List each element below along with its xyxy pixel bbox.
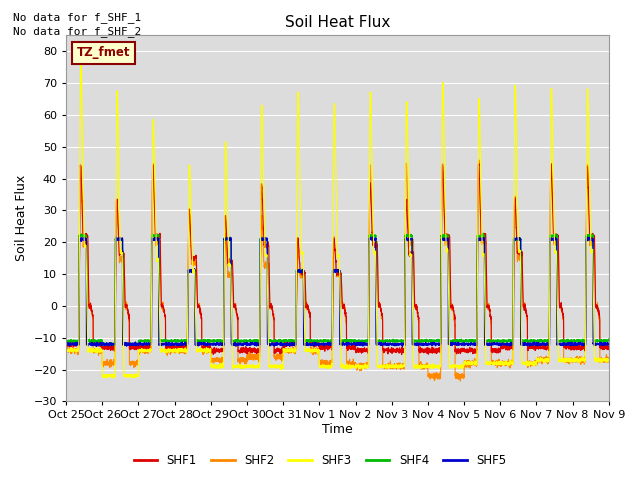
SHF5 xyxy=(490,340,498,346)
SHF1 xyxy=(398,352,406,358)
SHF5 xyxy=(583,234,591,240)
SHF1 xyxy=(490,346,498,351)
SHF2 xyxy=(475,157,483,163)
SHF5 xyxy=(460,341,467,347)
SHF1 xyxy=(160,305,168,311)
SHF5 xyxy=(399,343,406,349)
SHF5 xyxy=(429,341,437,347)
Text: No data for f_SHF_2: No data for f_SHF_2 xyxy=(13,26,141,37)
SHF4 xyxy=(160,339,168,345)
SHF3 xyxy=(77,61,85,67)
SHF3 xyxy=(460,363,467,369)
SHF3 xyxy=(490,359,498,364)
SHF5 xyxy=(160,342,168,348)
SHF3 xyxy=(317,363,325,369)
SHF4 xyxy=(490,339,498,345)
SHF3 xyxy=(604,358,612,364)
SHF1 xyxy=(605,343,612,349)
Title: Soil Heat Flux: Soil Heat Flux xyxy=(285,15,390,30)
SHF2 xyxy=(160,305,168,311)
SHF2 xyxy=(317,360,325,366)
Text: No data for f_SHF_1: No data for f_SHF_1 xyxy=(13,12,141,23)
SHF5 xyxy=(317,341,325,347)
SHF2 xyxy=(456,378,464,384)
SHF1 xyxy=(547,161,555,167)
SHF4 xyxy=(605,337,612,343)
SHF5 xyxy=(604,342,612,348)
SHF1 xyxy=(460,346,467,351)
SHF2 xyxy=(605,359,612,364)
SHF3 xyxy=(110,375,118,381)
SHF4 xyxy=(429,338,437,344)
SHF5 xyxy=(605,341,612,347)
Line: SHF3: SHF3 xyxy=(66,64,609,378)
SHF3 xyxy=(160,346,168,351)
Text: TZ_fmet: TZ_fmet xyxy=(77,46,131,60)
Line: SHF5: SHF5 xyxy=(66,237,609,346)
Line: SHF2: SHF2 xyxy=(66,160,609,381)
SHF4 xyxy=(62,338,70,344)
SHF1 xyxy=(317,344,325,350)
Line: SHF1: SHF1 xyxy=(66,164,609,355)
SHF1 xyxy=(604,345,612,350)
SHF1 xyxy=(62,339,70,345)
Y-axis label: Soil Heat Flux: Soil Heat Flux xyxy=(15,175,28,262)
X-axis label: Time: Time xyxy=(322,423,353,436)
SHF3 xyxy=(62,348,70,354)
SHF3 xyxy=(605,356,612,362)
SHF4 xyxy=(460,337,467,343)
SHF3 xyxy=(429,364,437,370)
SHF5 xyxy=(62,341,70,347)
Line: SHF4: SHF4 xyxy=(66,233,609,346)
SHF2 xyxy=(604,357,612,363)
SHF4 xyxy=(479,230,487,236)
Legend: SHF1, SHF2, SHF3, SHF4, SHF5: SHF1, SHF2, SHF3, SHF4, SHF5 xyxy=(129,449,511,472)
SHF4 xyxy=(317,338,325,344)
SHF1 xyxy=(429,347,437,352)
SHF2 xyxy=(490,361,498,367)
SHF4 xyxy=(101,343,109,348)
SHF2 xyxy=(460,373,467,379)
SHF4 xyxy=(604,337,612,343)
SHF2 xyxy=(429,374,436,380)
SHF2 xyxy=(62,348,70,354)
